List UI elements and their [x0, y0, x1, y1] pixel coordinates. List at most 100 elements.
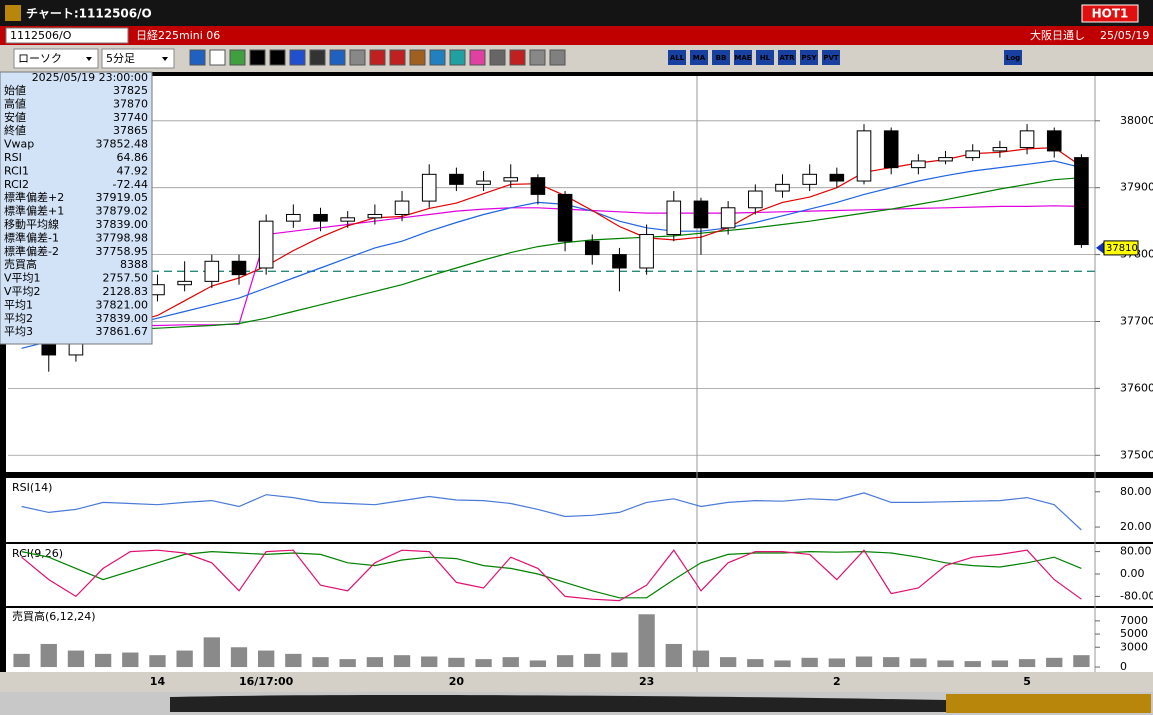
indicator-line	[21, 160, 1082, 349]
toolbar-icon[interactable]	[189, 49, 206, 66]
toolbar-icon[interactable]	[389, 49, 406, 66]
dropdown-arrow	[162, 57, 168, 61]
toolbar-button-label[interactable]: BB	[716, 54, 727, 62]
info-value: 2757.50	[103, 272, 149, 285]
info-label: 安値	[4, 110, 26, 124]
instrument: 日経225mini 06	[136, 29, 220, 42]
indicator-line	[21, 492, 1082, 531]
volume-bar	[149, 655, 166, 668]
info-label: 高値	[4, 96, 26, 110]
toolbar-icon[interactable]	[369, 49, 386, 66]
last-price-box	[1103, 240, 1139, 256]
volume-bar	[1073, 655, 1090, 668]
interval[interactable]: 5分足	[106, 52, 135, 65]
y-tick-label: 20.00	[1120, 520, 1152, 533]
rsi-panel	[6, 478, 1153, 542]
toolbar-button[interactable]	[712, 50, 730, 65]
toolbar-button[interactable]	[690, 50, 708, 65]
volume-bar	[584, 653, 601, 668]
volume-bar	[801, 657, 818, 668]
toolbar-icon[interactable]	[469, 49, 486, 66]
toolbar-icon[interactable]	[529, 49, 546, 66]
volume-bar	[393, 655, 411, 668]
toolbar-button-label[interactable]: MAE	[734, 54, 751, 62]
toolbar-button-label[interactable]: ALL	[670, 54, 685, 62]
candle-body	[1074, 157, 1089, 246]
toolbar-icon[interactable]	[409, 49, 426, 66]
candle-body	[313, 213, 328, 222]
candle-body	[367, 213, 383, 219]
candle-body	[1019, 130, 1035, 149]
hot-badge[interactable]	[1081, 4, 1139, 23]
toolbar-button-label[interactable]: HL	[760, 54, 771, 62]
indicator-line	[21, 205, 1082, 329]
volume-bar	[475, 659, 492, 668]
volume-bar	[285, 653, 302, 668]
y-tick-label: 3000	[1120, 640, 1148, 653]
toolbar-icon[interactable]	[289, 49, 306, 66]
volume-bar	[910, 658, 927, 668]
volume-bar	[421, 656, 438, 668]
app-icon	[5, 5, 21, 21]
toolbar-button-label[interactable]: PVT	[823, 54, 839, 62]
symbol-input[interactable]	[5, 27, 129, 44]
info-label: 終値	[4, 123, 26, 137]
candle-body	[557, 193, 573, 242]
volume-bar	[13, 653, 30, 668]
info-label: 平均3	[4, 325, 33, 338]
toolbar-icon[interactable]	[489, 49, 506, 66]
toolbar-icon[interactable]	[449, 49, 466, 66]
toolbar-button[interactable]	[734, 50, 752, 65]
toolbar-icon[interactable]	[349, 49, 366, 66]
candle-body	[748, 190, 763, 209]
toolbar-button[interactable]	[778, 50, 796, 65]
toolbar-button-label[interactable]: Log	[1006, 54, 1020, 62]
volume-bar	[203, 637, 220, 668]
toolbar-icon[interactable]	[249, 49, 266, 66]
info-panel: 2025/05/19 23:00:00 始値 37825 高値 37870 安値 3774…	[0, 71, 153, 345]
hot-badge-label[interactable]: HOT1	[1092, 7, 1129, 21]
info-label: 標準偏差-2	[4, 244, 59, 258]
toolbar-button-label[interactable]: ATR	[779, 54, 795, 62]
toolbar-icon[interactable]	[329, 49, 346, 66]
toolbar-icon[interactable]	[229, 49, 246, 66]
toolbar-button[interactable]	[1004, 50, 1022, 65]
volume-bar	[747, 659, 764, 668]
scroll-thumb[interactable]	[946, 694, 1151, 713]
toolbar-button[interactable]	[756, 50, 774, 65]
toolbar-button-label[interactable]: PSY	[801, 54, 817, 62]
volume-bar	[964, 661, 981, 668]
toolbar-icon[interactable]	[269, 49, 286, 66]
toolbar-icon[interactable]	[429, 49, 446, 66]
toolbar-icon[interactable]	[509, 49, 526, 66]
toolbar-icon[interactable]	[309, 49, 326, 66]
info-value: 8388	[120, 258, 148, 271]
y-tick-label: 0.00	[1120, 567, 1145, 580]
symbol[interactable]: 1112506/O	[10, 29, 72, 42]
info-label: 標準偏差+1	[4, 204, 64, 218]
interval-select[interactable]	[101, 48, 175, 69]
chart-type[interactable]: ローソク	[18, 52, 62, 65]
toolbar-icon[interactable]	[549, 49, 566, 66]
candle-body	[693, 200, 709, 229]
toolbar-button[interactable]	[800, 50, 818, 65]
chart-type-select[interactable]	[13, 48, 99, 69]
price-panel	[6, 76, 1153, 472]
market: 大阪日通し	[1030, 28, 1085, 42]
toolbar-icon[interactable]	[209, 49, 226, 66]
info-value: 37870	[113, 97, 148, 110]
info-label: RCI1	[4, 164, 29, 177]
candle-body	[530, 177, 546, 195]
dropdown-arrow	[86, 57, 92, 61]
info-label: 標準偏差-1	[4, 230, 59, 244]
info-panel-bg	[0, 71, 153, 345]
toolbar-button[interactable]	[668, 50, 686, 65]
volume-bar	[937, 660, 954, 668]
candle-body	[938, 157, 953, 162]
info-value: 37839.00	[96, 218, 149, 231]
candle-body	[340, 217, 355, 222]
candle-body	[883, 130, 899, 169]
toolbar-button-label[interactable]: MA	[693, 54, 706, 62]
toolbar-button[interactable]	[822, 50, 840, 65]
x-tick-label: 5	[1023, 675, 1031, 688]
